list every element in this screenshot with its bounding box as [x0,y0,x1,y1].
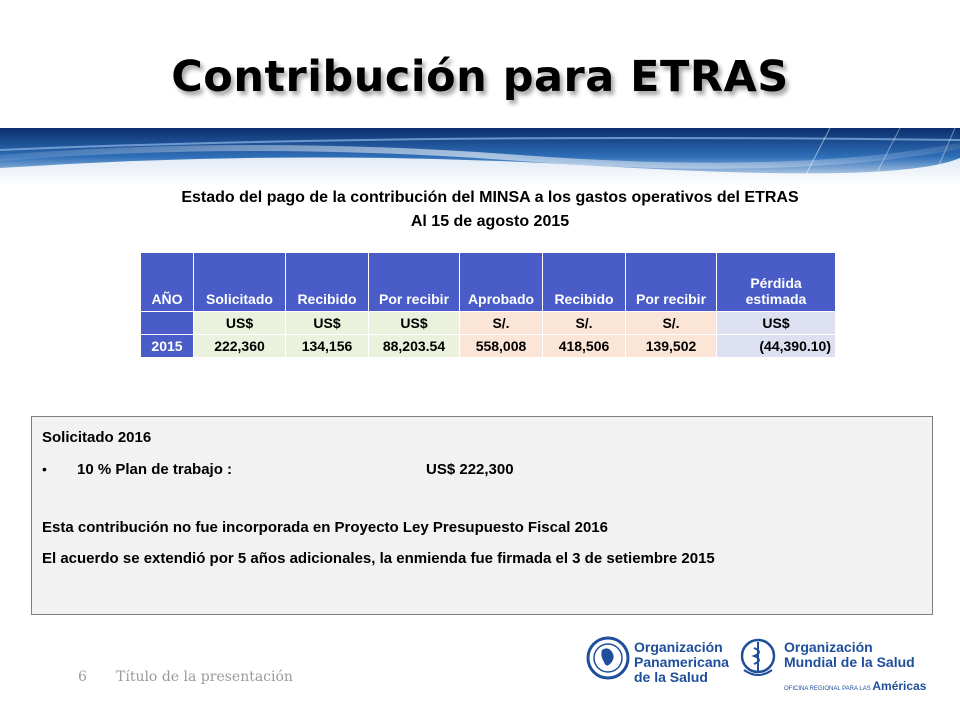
currency-cell [140,311,194,335]
contribution-table: AÑO Solicitado Recibido Por recibir Apro… [140,252,836,358]
currency-cell: US$ [285,311,369,335]
header-perdida-line1: Pérdida [750,275,802,291]
box-heading: Solicitado 2016 [42,429,152,446]
bullet-label: 10 % Plan de trabajo : [77,461,233,478]
paho-emblem-icon [586,636,630,680]
header-perdida-line2: estimada [745,291,807,307]
table-caption: Estado del pago de la contribución del M… [0,186,960,234]
header-perdida-estimada: Pérdida estimada [716,252,836,312]
table-currency-row: US$ US$ US$ S/. S/. S/. US$ [140,311,836,335]
caption-line-2: Al 15 de agosto 2015 [410,213,570,230]
page-number: 6 [78,669,87,685]
cell-perdida-estimada: (44,390.10) [716,334,836,358]
header-ano: AÑO [140,252,194,312]
currency-cell: S/. [542,311,626,335]
cell-por-recibir-sol: 139,502 [625,334,717,358]
paho-name: Organización Panamericana de la Salud [634,640,729,685]
solicitado-2016-box: Solicitado 2016 • 10 % Plan de trabajo :… [31,416,933,615]
header-recibido-usd: Recibido [285,252,369,312]
table-row: 2015 222,360 134,156 88,203.54 558,008 4… [140,334,836,358]
box-paragraph-1: Esta contribución no fue incorporada en … [42,519,608,536]
header-solicitado: Solicitado [193,252,286,312]
cell-por-recibir-usd: 88,203.54 [368,334,460,358]
who-emblem-icon [740,638,776,676]
currency-cell: S/. [459,311,543,335]
who-small-text: OFICINA REGIONAL PARA LAS [784,686,871,692]
header-por-recibir-usd: Por recibir [368,252,460,312]
cell-aprobado: 558,008 [459,334,543,358]
currency-cell: S/. [625,311,717,335]
paho-logo: Organización Panamericana de la Salud [586,636,729,685]
caption-line-1: Estado del pago de la contribución del M… [181,189,799,206]
header-por-recibir-sol: Por recibir [625,252,717,312]
who-region-name: Américas [872,679,927,693]
slide-title: Contribución para ETRAS [171,52,789,102]
header-recibido-sol: Recibido [542,252,626,312]
box-paragraph-2: El acuerdo se extendió por 5 años adicio… [42,550,715,567]
cell-recibido-sol: 418,506 [542,334,626,358]
who-line-2: Mundial de la Salud [784,654,915,670]
currency-cell: US$ [193,311,286,335]
bullet-icon: • [42,461,47,477]
table-header-row: AÑO Solicitado Recibido Por recibir Apro… [140,252,836,312]
who-logo: Organización Mundial de la Salud OFICINA… [736,636,926,693]
who-name: Organización Mundial de la Salud [784,640,915,670]
presentation-title: Título de la presentación [116,669,293,685]
currency-cell: US$ [716,311,836,335]
paho-line-1: Organización [634,639,723,655]
paho-line-2: Panamericana [634,654,729,670]
who-region-label: OFICINA REGIONAL PARA LAS Américas [784,679,926,693]
decorative-banner [0,128,960,186]
cell-solicitado: 222,360 [193,334,286,358]
paho-line-3: de la Salud [634,669,708,685]
currency-cell: US$ [368,311,460,335]
who-line-1: Organización [784,639,873,655]
cell-recibido-usd: 134,156 [285,334,369,358]
cell-year: 2015 [140,334,194,358]
header-aprobado: Aprobado [459,252,543,312]
bullet-value: US$ 222,300 [426,461,514,478]
